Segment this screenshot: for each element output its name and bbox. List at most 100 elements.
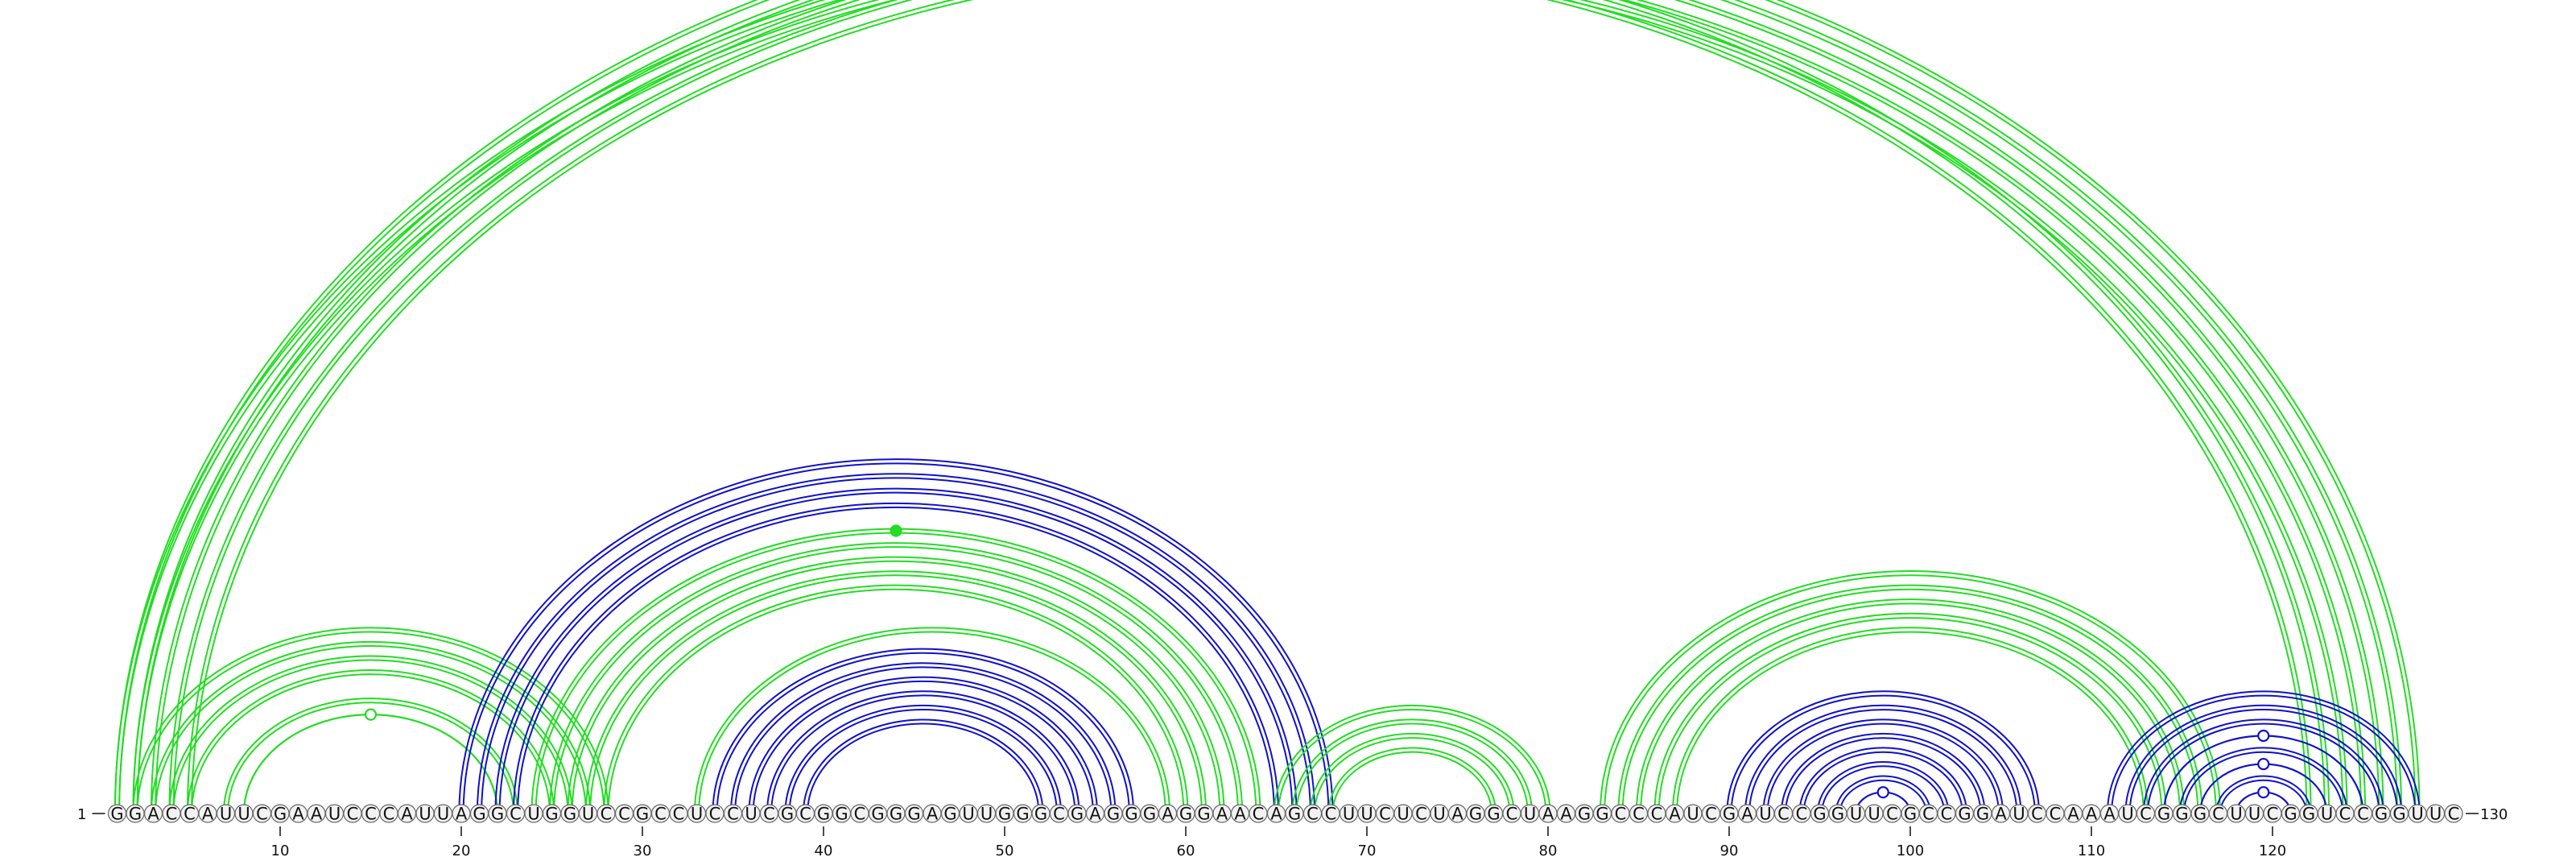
nucleotide-letter: G	[1071, 805, 1084, 824]
nucleotide: A	[1666, 805, 1684, 824]
nucleotide-letter: C	[1633, 805, 1645, 824]
nucleotide-letter: U	[1759, 805, 1771, 824]
nucleotide: C	[670, 805, 687, 824]
nucleotide: G	[1014, 805, 1032, 824]
nucleotide: U	[1430, 805, 1448, 824]
nucleotide: C	[1920, 805, 1938, 824]
nucleotide-letter: C	[727, 805, 739, 824]
nucleotide-letter: U	[2321, 805, 2333, 824]
nucleotide: G	[2155, 805, 2173, 824]
nucleotide: U	[742, 805, 760, 824]
nucleotide-letter: A	[202, 805, 214, 824]
nucleotide: C	[2210, 805, 2227, 824]
nucleotide: C	[1630, 805, 1648, 824]
nucleotide: G	[543, 805, 561, 824]
nucleotide: A	[1087, 805, 1104, 824]
start-label: 1	[77, 806, 86, 823]
nucleotide-letter: C	[673, 805, 685, 824]
nucleotide-letter: U	[980, 805, 993, 824]
nucleotide: C	[1503, 805, 1521, 824]
tick-label-70: 70	[1358, 843, 1377, 857]
nucleotide: G	[109, 805, 126, 824]
nucleotide: C	[2336, 805, 2354, 824]
nucleotide-letter: G	[943, 805, 956, 824]
nucleotide-letter: G	[129, 805, 142, 824]
nucleotide-letter: C	[654, 805, 667, 824]
nucleotide: U	[2318, 805, 2336, 824]
nucleotide-letter: A	[1560, 805, 1572, 824]
nucleotide: G	[1123, 805, 1141, 824]
nucleotide-letter: A	[1234, 805, 1246, 824]
nucleotide: A	[1739, 805, 1757, 824]
nucleotide-letter: G	[1288, 805, 1301, 824]
nucleotide: C	[1703, 805, 1720, 824]
nucleotide: A	[1558, 805, 1575, 824]
nucleotide-letter: G	[998, 805, 1011, 824]
nucleotide-letter: A	[1995, 805, 2007, 824]
nucleotide: A	[199, 805, 217, 824]
nucleotide-letter: U	[527, 805, 539, 824]
nucleotide-letter: G	[2375, 805, 2388, 824]
nucleotide-letter: C	[1615, 805, 1627, 824]
nucleotide-letter: C	[1506, 805, 1518, 824]
nucleotide: G	[869, 805, 887, 824]
nucleotide: U	[2227, 805, 2245, 824]
nucleotide-letter: A	[456, 805, 468, 824]
nucleotide: C	[2355, 805, 2372, 824]
nucleotide: G	[489, 805, 506, 824]
nucleotide: C	[2029, 805, 2046, 824]
nucleotide: G	[2391, 805, 2409, 824]
arc-green-83-117-strand-1	[1604, 575, 2216, 814]
nucleotide-letter: C	[1777, 805, 1790, 824]
nucleotide: G	[996, 805, 1013, 824]
tick-label-10: 10	[271, 843, 290, 857]
nucleotide-letter: U	[1524, 805, 1536, 824]
nucleotide-letter: A	[1089, 805, 1101, 824]
nucleotide-letter: G	[1107, 805, 1120, 824]
nucleotide: A	[1232, 805, 1249, 824]
nucleotide-letter: G	[1958, 805, 1971, 824]
arc-green-26-62-strand-2	[568, 557, 1224, 814]
nucleotide-letter: U	[582, 805, 594, 824]
nucleotide-letter: G	[1469, 805, 1482, 824]
nucleotide-letter: G	[491, 805, 504, 824]
arc-green-2-122-strand-1	[138, 0, 2307, 814]
nucleotide-letter: C	[1253, 805, 1265, 824]
nucleotide: A	[452, 805, 470, 824]
nucleotide-letter: A	[927, 805, 939, 824]
nucleotide-letter: U	[2230, 805, 2242, 824]
nucleotide: G	[1829, 805, 1847, 824]
nucleotide: C	[254, 805, 271, 824]
nucleotide-letter: G	[1578, 805, 1591, 824]
arc-green-65-80-strand-2	[1274, 706, 1550, 814]
arc-green-1-123-strand-1	[119, 0, 2325, 814]
nucleotide: U	[1847, 805, 1865, 824]
nucleotide: A	[290, 805, 308, 824]
nucleotide-letter: G	[1831, 805, 1844, 824]
nucleotide-letter: G	[1976, 805, 1989, 824]
arc-marker-open-8-22	[365, 710, 376, 720]
nucleotide: U	[1865, 805, 1883, 824]
nucleotide: C	[616, 805, 634, 824]
nucleotide: U	[1358, 805, 1376, 824]
nucleotide: G	[1104, 805, 1122, 824]
arc-green-25-63-strand-1	[554, 547, 1238, 814]
nucleotide: C	[797, 805, 815, 824]
tick-label-30: 30	[634, 843, 652, 857]
nucleotide-letter: C	[601, 805, 613, 824]
nucleotide: U	[2119, 805, 2136, 824]
nucleotide-letter: A	[1162, 805, 1174, 824]
nucleotide-letter: A	[1451, 805, 1463, 824]
nucleotide-letter: G	[1179, 805, 1192, 824]
nucleotide: G	[1901, 805, 1919, 824]
nucleotide: G	[887, 805, 905, 824]
nucleotide-letter: G	[274, 805, 287, 824]
tick-label-110: 110	[2078, 843, 2105, 857]
nucleotide-letter: A	[1270, 805, 1282, 824]
nucleotide-letter: U	[328, 805, 341, 824]
nucleotide-letter: U	[437, 805, 449, 824]
nucleotide: C	[1884, 805, 1901, 824]
nucleotide-letter: U	[237, 805, 250, 824]
nucleotide-letter: C	[2339, 805, 2351, 824]
nucleotide: C	[706, 805, 724, 824]
